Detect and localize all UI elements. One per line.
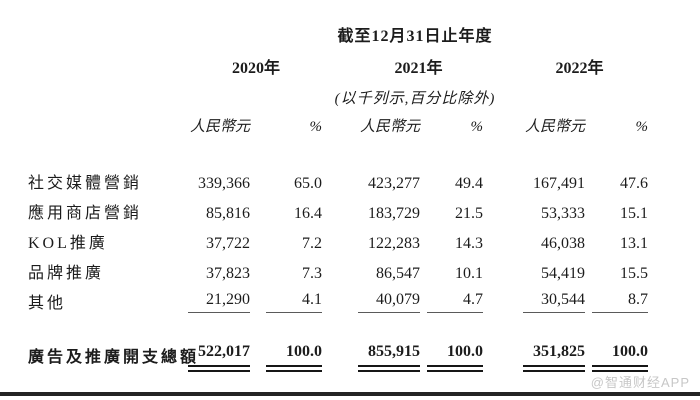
amount-value: 37,722 [206,235,250,252]
percent-value: 8.7 [585,288,649,318]
total-percent-value: 100.0 [250,340,322,372]
year-header-2021: 2021年 [394,60,443,77]
bottom-bar [0,392,700,396]
table-row-total: 廣告及推廣開支總額 522,017 100.0 855,915 100.0 35… [28,340,649,372]
percent-value: 47.6 [620,175,649,192]
amount-value: 339,366 [198,175,250,192]
percent-value: 49.4 [455,175,483,192]
year-header-2022: 2022年 [555,60,604,77]
spacer [28,50,182,82]
spacer [28,318,648,340]
unit-note: (以千列示,百分比除外) [334,91,496,107]
row-label: 應用商店營銷 [28,205,143,222]
total-amount-value: 522,017 [182,340,250,372]
year-header-2020: 2020年 [231,60,280,77]
spacer [28,112,182,142]
percent-value: 16.4 [294,205,322,222]
percent-value: 4.7 [420,288,483,318]
percent-value: 4.1 [250,288,322,318]
amount-column-header-2020: 人民幣元 [189,119,250,135]
amount-value: 30,544 [483,288,585,318]
percent-value: 21.5 [455,205,483,222]
percent-column-header-2020: % [309,119,323,135]
amount-value: 122,283 [368,235,420,252]
percent-value: 7.3 [302,265,322,282]
total-label: 廣告及推廣開支總額 [28,349,200,366]
amount-value: 86,547 [376,265,420,282]
watermark: @智通财经APP [590,375,690,390]
percent-value: 10.1 [455,265,483,282]
percent-value: 7.2 [302,235,322,252]
amount-value: 21,290 [182,288,250,318]
percent-value: 13.1 [620,235,649,252]
table-row-app-store: 應用商店營銷 85,816 16.4 183,729 21.5 53,333 1… [28,198,648,228]
table-row-kol: KOL推廣 37,722 7.2 122,283 14.3 46,038 13.… [28,228,648,258]
percent-value: 15.5 [620,265,649,282]
spacer [28,82,182,112]
expenses-table: 截至12月31日止年度 2020年 2021年 2022年 (以千列示,百分比除… [28,20,649,372]
amount-column-header-2021: 人民幣元 [359,119,420,135]
amount-value: 46,038 [541,235,585,252]
period-header: 截至12月31日止年度 [337,28,493,45]
amount-value: 423,277 [368,175,420,192]
spacer [28,142,648,168]
amount-value: 37,823 [206,265,250,282]
amount-column-header-2022: 人民幣元 [524,119,585,135]
percent-value: 15.1 [620,205,649,222]
percent-value: 14.3 [455,235,483,252]
percent-value: 65.0 [294,175,322,192]
row-label: KOL推廣 [28,235,108,252]
row-label: 社交媒體營銷 [28,175,143,192]
table-row-brand: 品牌推廣 37,823 7.3 86,547 10.1 54,419 15.5 [28,258,648,288]
amount-value: 54,419 [541,265,585,282]
spacer [28,20,182,50]
table-row-others: 其他 21,290 4.1 40,079 4.7 30,544 8.7 [28,288,649,318]
table-row-social-media: 社交媒體營銷 339,366 65.0 423,277 49.4 167,491… [28,168,648,198]
row-label: 品牌推廣 [28,265,105,282]
row-label: 其他 [28,295,67,312]
total-percent-value: 100.0 [420,340,483,372]
amount-value: 85,816 [206,205,250,222]
total-amount-value: 855,915 [322,340,420,372]
amount-value: 183,729 [368,205,420,222]
percent-column-header-2022: % [635,119,649,135]
total-amount-value: 351,825 [483,340,585,372]
amount-value: 40,079 [322,288,420,318]
amount-value: 53,333 [541,205,585,222]
amount-value: 167,491 [533,175,585,192]
percent-column-header-2021: % [470,119,484,135]
total-percent-value: 100.0 [585,340,649,372]
